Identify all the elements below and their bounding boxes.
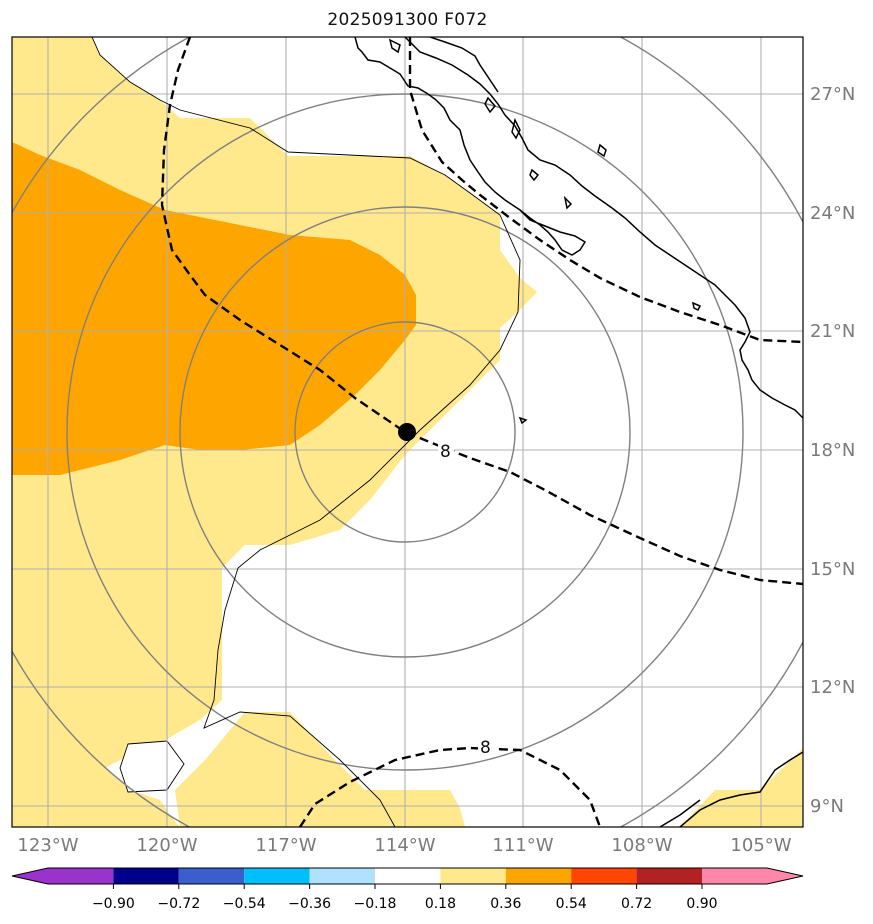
colorbar-segment [113,868,179,884]
anomaly-fill-orange [12,142,416,475]
lon-label: 105°W [730,835,791,856]
thin-contour [91,37,521,827]
colorbar-segment [48,868,114,884]
lon-label: 123°W [17,835,78,856]
colorbar-segment [702,868,767,884]
colorbar-segment [309,868,375,884]
lon-label: 114°W [374,835,435,856]
contour-labels: 8 8 [438,440,494,758]
lat-label: 24°N [810,203,855,224]
map-frame [11,36,804,828]
colorbar-tick-label: 0.72 [621,896,652,912]
colorbar-tick-label: −0.90 [92,896,135,912]
lon-label: 117°W [255,835,316,856]
colorbar-tick-label: −0.54 [223,896,266,912]
lon-label: 111°W [492,835,553,856]
colorbar-segment [375,868,441,884]
contour-label-east: 8 [440,442,451,462]
colorbar: −0.90 −0.72 −0.54 −0.36 −0.18 0.18 0.36 … [11,867,804,912]
colorbar-segment [505,868,572,884]
dashed-contours [160,37,803,827]
contour-label-bg [438,440,454,460]
anomaly-fill-light-south [175,712,465,827]
colorbar-over-arrow [767,868,803,884]
map-gridlines [12,37,803,827]
colorbar-segment [440,868,506,884]
colorbar-tick-label: 0.18 [425,896,456,912]
range-rings [12,37,803,827]
map-area [12,37,803,827]
colorbar-under-arrow [12,868,48,884]
colorbar-segment [636,868,702,884]
colorbar-segment [178,868,245,884]
lat-label: 12°N [810,677,855,698]
lat-label: 18°N [810,440,855,461]
colorbar-tick-label: 0.90 [686,896,717,912]
anomaly-fill-light-southeast [680,748,803,827]
lon-label: 120°W [136,835,197,856]
latitude-labels: 27°N 24°N 21°N 18°N 15°N 12°N 9°N [810,84,855,817]
lat-label: 15°N [810,559,855,580]
colorbar-tick-label: 0.54 [556,896,587,912]
colorbar-segment [244,868,310,884]
contour-label-south: 8 [480,738,491,758]
map-title: 2025091300 F072 [327,10,488,30]
coastline [354,37,803,827]
lat-label: 21°N [810,321,855,342]
colorbar-tick-label: −0.36 [288,896,331,912]
colorbar-tick-label: 0.36 [490,896,521,912]
longitude-labels: 123°W 120°W 117°W 114°W 111°W 108°W 105°… [17,835,791,856]
lat-label: 27°N [810,84,855,105]
colorbar-tick-label: −0.18 [354,896,397,912]
colorbar-segment [571,868,637,884]
contour-label-bg [478,737,494,757]
storm-center-marker [398,423,416,441]
colorbar-tick-label: −0.72 [157,896,200,912]
lat-label: 9°N [810,796,844,817]
colorbar-outline [11,867,804,885]
lon-label: 108°W [611,835,672,856]
